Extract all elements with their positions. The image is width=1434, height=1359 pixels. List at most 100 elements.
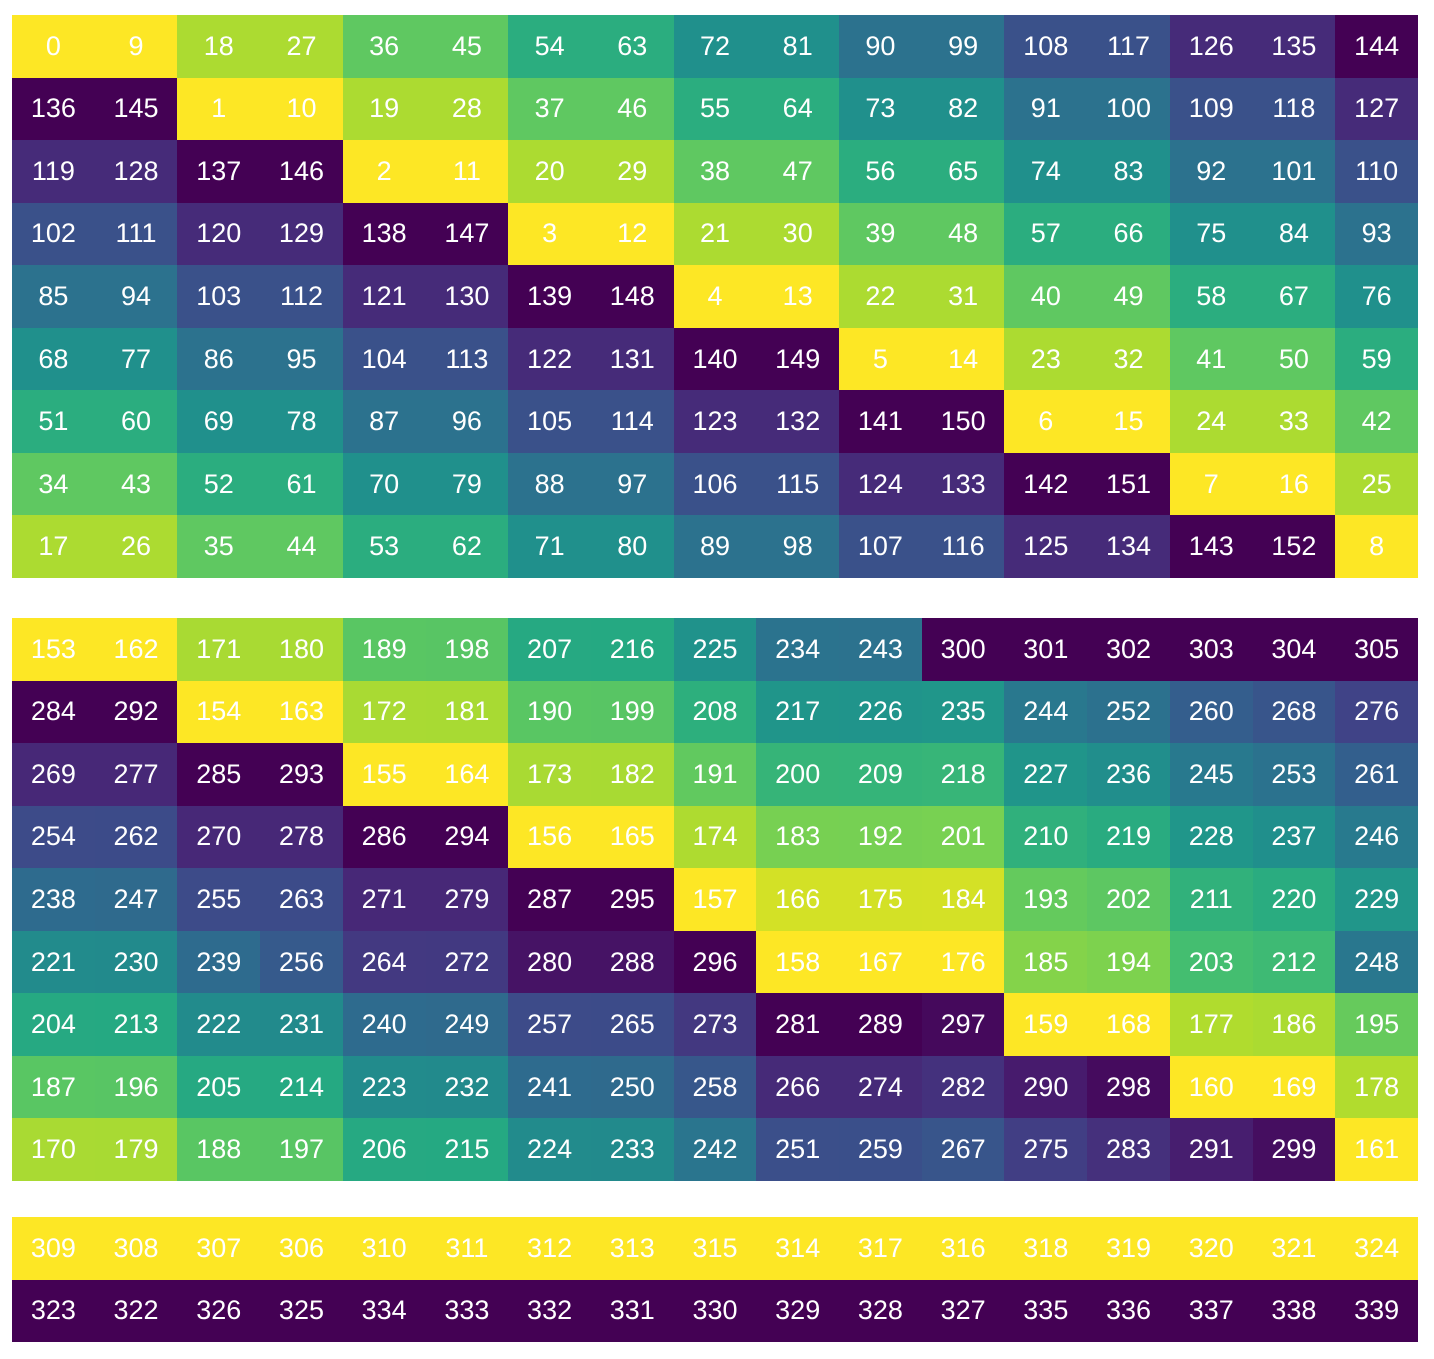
heatmap-cell: 156 <box>508 805 591 869</box>
heatmap-cell: 186 <box>1252 993 1336 1056</box>
heatmap-cell: 295 <box>590 868 674 931</box>
heatmap-cell: 55 <box>673 77 757 141</box>
heatmap-cell: 100 <box>1087 77 1170 141</box>
heatmap-cell: 189 <box>342 618 426 681</box>
heatmap-cell: 237 <box>1252 805 1336 869</box>
heatmap-cell: 89 <box>673 515 757 578</box>
heatmap-cell: 3 <box>508 202 591 266</box>
heatmap-cell: 301 <box>1004 618 1088 681</box>
heatmap-cell: 25 <box>1335 452 1418 516</box>
heatmap-cell: 181 <box>425 680 509 744</box>
heatmap-block-2: 153 162 171 180 189 198 207 216 225 234 243 300 301 3… <box>12 618 1418 1181</box>
heatmap-cell: 281 <box>756 993 840 1056</box>
heatmap-cell: 2 <box>342 140 426 203</box>
heatmap-cell: 117 <box>1087 15 1170 78</box>
heatmap-cell: 48 <box>921 202 1005 266</box>
heatmap-block-3: 309 308 307 306 310 311 312 313 315 314 317 316 318 3… <box>12 1217 1418 1342</box>
heatmap-cell: 146 <box>260 140 343 203</box>
heatmap-cell: 191 <box>673 743 757 806</box>
heatmap-cell: 278 <box>260 805 343 869</box>
heatmap-cell: 215 <box>425 1118 509 1181</box>
heatmap-cell: 319 <box>1087 1217 1170 1280</box>
heatmap-cell: 292 <box>94 680 178 744</box>
heatmap-cell: 180 <box>260 618 343 681</box>
heatmap-cell: 224 <box>508 1118 591 1181</box>
heatmap-cell: 35 <box>177 515 261 578</box>
heatmap-cell: 276 <box>1335 680 1418 744</box>
heatmap-cell: 183 <box>756 805 840 869</box>
heatmap-cell: 60 <box>94 390 178 453</box>
heatmap-cell: 305 <box>1335 618 1418 681</box>
heatmap-cell: 222 <box>177 993 261 1056</box>
heatmap-cell: 132 <box>756 390 840 453</box>
heatmap-cell: 69 <box>177 390 261 453</box>
heatmap-cell: 81 <box>756 15 840 78</box>
heatmap-cell: 91 <box>1004 77 1088 141</box>
heatmap-cell: 142 <box>1004 452 1088 516</box>
heatmap-cell: 162 <box>94 618 178 681</box>
heatmap-cell: 141 <box>839 390 922 453</box>
heatmap-cell: 106 <box>673 452 757 516</box>
heatmap-cell: 271 <box>342 868 426 931</box>
heatmap-cell: 10 <box>260 77 343 141</box>
heatmap-cell: 113 <box>425 327 509 391</box>
heatmap-cell: 45 <box>425 15 509 78</box>
heatmap-cell: 265 <box>590 993 674 1056</box>
heatmap-cell: 279 <box>425 868 509 931</box>
heatmap-cell: 30 <box>756 202 840 266</box>
heatmap-cell: 126 <box>1169 15 1253 78</box>
heatmap-cell: 26 <box>94 515 178 578</box>
heatmap-cell: 177 <box>1169 993 1253 1056</box>
heatmap-cell: 269 <box>12 743 95 806</box>
heatmap-cell: 67 <box>1252 265 1336 328</box>
heatmap-cell: 12 <box>590 202 674 266</box>
heatmap-cell: 294 <box>425 805 509 869</box>
heatmap-cell: 73 <box>839 77 922 141</box>
heatmap-cell: 249 <box>425 993 509 1056</box>
heatmap-cell: 274 <box>839 1055 922 1119</box>
heatmap-cell: 152 <box>1252 515 1336 578</box>
heatmap-cell: 209 <box>839 743 922 806</box>
heatmap-cell: 76 <box>1335 265 1418 328</box>
heatmap-cell: 135 <box>1252 15 1336 78</box>
heatmap-cell: 312 <box>508 1217 591 1280</box>
heatmap-cell: 47 <box>756 140 840 203</box>
heatmap-cell: 0 <box>12 15 95 78</box>
heatmap-cell: 109 <box>1169 77 1253 141</box>
heatmap-cell: 205 <box>177 1055 261 1119</box>
heatmap-cell: 79 <box>425 452 509 516</box>
heatmap-cell: 309 <box>12 1217 95 1280</box>
heatmap-cell: 149 <box>756 327 840 391</box>
heatmap-cell: 114 <box>590 390 674 453</box>
heatmap-cell: 104 <box>342 327 426 391</box>
heatmap-cell: 150 <box>921 390 1005 453</box>
heatmap-cell: 172 <box>342 680 426 744</box>
heatmap-cell: 221 <box>12 930 95 994</box>
heatmap-cell: 9 <box>94 15 178 78</box>
heatmap-cell: 139 <box>508 265 591 328</box>
heatmap-cell: 252 <box>1087 680 1170 744</box>
heatmap-cell: 159 <box>1004 993 1088 1056</box>
heatmap-cell: 43 <box>94 452 178 516</box>
heatmap-cell: 329 <box>756 1279 840 1342</box>
heatmap-cell: 284 <box>12 680 95 744</box>
heatmap-cell: 228 <box>1169 805 1253 869</box>
heatmap-cell: 29 <box>590 140 674 203</box>
heatmap-cell: 170 <box>12 1118 95 1181</box>
heatmap-cell: 92 <box>1169 140 1253 203</box>
heatmap-cell: 310 <box>342 1217 426 1280</box>
heatmap-cell: 173 <box>508 743 591 806</box>
heatmap-cell: 313 <box>590 1217 674 1280</box>
heatmap-cell: 220 <box>1252 868 1336 931</box>
heatmap-cell: 270 <box>177 805 261 869</box>
heatmap-cell: 199 <box>590 680 674 744</box>
heatmap-cell: 196 <box>94 1055 178 1119</box>
heatmap-cell: 272 <box>425 930 509 994</box>
heatmap-cell: 130 <box>425 265 509 328</box>
heatmap-cell: 210 <box>1004 805 1088 869</box>
heatmap-cell: 201 <box>921 805 1005 869</box>
heatmap-cell: 136 <box>12 77 95 141</box>
heatmap-cell: 78 <box>260 390 343 453</box>
heatmap-cell: 32 <box>1087 327 1170 391</box>
heatmap-cell: 28 <box>425 77 509 141</box>
